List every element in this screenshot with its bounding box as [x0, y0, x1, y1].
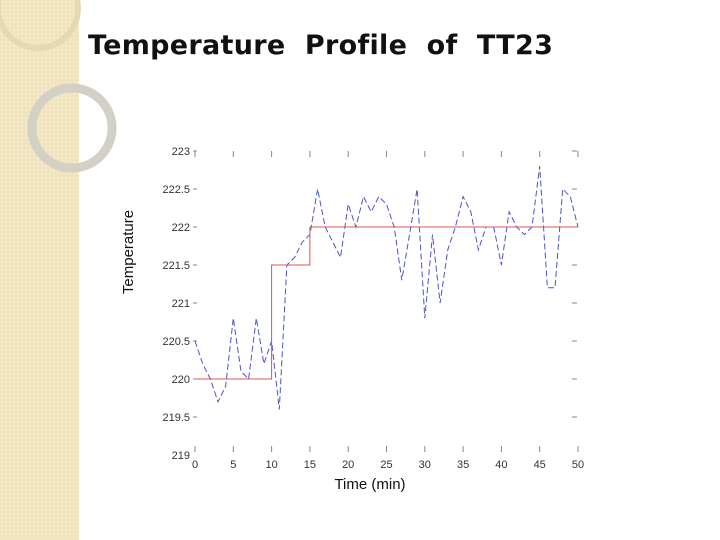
y-tick-label: 223	[172, 146, 190, 158]
decorative-ring-top	[0, 0, 81, 51]
y-tick-label: 221	[172, 298, 190, 310]
x-tick-label: 35	[457, 459, 469, 471]
x-axis-ticks: 0 5 10 15 20 25 30 35 40 45 50	[192, 151, 584, 471]
y-tick-label: 222	[172, 222, 190, 234]
x-tick-label: 15	[304, 459, 316, 471]
y-tick-label: 221.5	[162, 260, 190, 272]
y-tick-label: 220	[172, 374, 190, 386]
x-tick-label: 5	[230, 459, 236, 471]
y-axis-ticks: 219 219.5 220 220.5 221 221.5 222 222.5 223	[162, 146, 577, 462]
y-tick-label: 220.5	[162, 336, 190, 348]
x-tick-label: 40	[495, 459, 507, 471]
y-tick-label: 222.5	[162, 184, 190, 196]
series-line-setpoint	[195, 226, 578, 380]
x-tick-label: 30	[419, 459, 431, 471]
x-tick-label: 50	[572, 459, 584, 471]
slide-title: Temperature Profile of TT23	[88, 30, 554, 61]
decorative-rings	[0, 0, 117, 173]
x-tick-label: 25	[380, 459, 392, 471]
series-layer	[194, 166, 579, 410]
x-axis-label: Time (min)	[334, 476, 405, 493]
decorative-ring-bottom	[27, 83, 117, 173]
y-tick-label: 219	[172, 450, 190, 462]
x-tick-label: 10	[265, 459, 277, 471]
y-axis-label: Temperature	[120, 210, 137, 294]
y-tick-label: 219.5	[162, 412, 190, 424]
series-line-measured	[194, 166, 579, 410]
x-tick-label: 20	[342, 459, 354, 471]
x-tick-label: 0	[192, 459, 198, 471]
x-tick-label: 45	[534, 459, 546, 471]
